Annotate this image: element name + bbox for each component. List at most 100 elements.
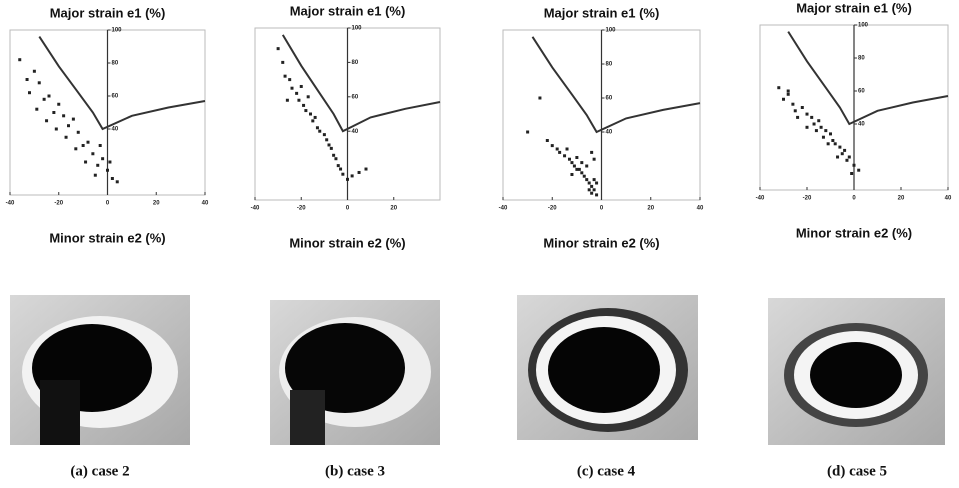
point [291, 87, 294, 90]
y-tick-label: 80 [858, 56, 865, 62]
caption: (b) case 3 [325, 463, 385, 479]
point [817, 119, 820, 122]
y-tick-label: 40 [858, 122, 865, 128]
point [67, 124, 70, 127]
point [777, 86, 780, 89]
y-tick-label: 100 [352, 26, 363, 32]
point [857, 169, 860, 172]
x-tick-label: -40 [499, 206, 508, 212]
point [787, 93, 790, 96]
caption: (d) case 5 [827, 463, 887, 479]
point [341, 173, 344, 176]
point [57, 103, 60, 106]
point [801, 106, 804, 109]
point [277, 47, 280, 50]
point [288, 78, 291, 81]
limit-curve [533, 37, 701, 132]
point [850, 172, 853, 175]
point [580, 161, 583, 164]
point [791, 103, 794, 106]
x-tick-label: -20 [548, 206, 557, 212]
point [72, 118, 75, 121]
x-tick-label: -40 [6, 201, 15, 207]
point [101, 157, 104, 160]
x-tick-label: 0 [852, 196, 856, 202]
point [570, 161, 573, 164]
point [94, 174, 97, 177]
point [551, 144, 554, 147]
point [323, 133, 326, 136]
point [815, 129, 818, 132]
y-tick-label: 40 [606, 130, 613, 136]
point [787, 90, 790, 93]
point [810, 116, 813, 119]
point [595, 182, 598, 185]
limit-curve [283, 35, 440, 131]
point [314, 116, 317, 119]
point [325, 138, 328, 141]
x-tick-label: 20 [647, 206, 654, 212]
point [782, 98, 785, 101]
point [593, 158, 596, 161]
y-tick-label: 60 [606, 96, 613, 102]
point [116, 180, 119, 183]
y-tick-label: 100 [112, 28, 123, 34]
point [311, 119, 314, 122]
point [74, 147, 77, 150]
point [794, 109, 797, 112]
point [595, 193, 598, 196]
point [304, 109, 307, 112]
point [307, 95, 310, 98]
point [568, 158, 571, 161]
point [853, 164, 856, 167]
x-tick-label: 0 [346, 206, 350, 212]
y-tick-label: 100 [858, 23, 869, 29]
point [590, 185, 593, 188]
point [843, 149, 846, 152]
point [573, 165, 576, 168]
x-axis-label: Minor strain e2 (%) [543, 235, 659, 250]
caption: (a) case 2 [70, 463, 129, 479]
point [281, 61, 284, 64]
chart-title: Major strain e1 (%) [50, 5, 166, 20]
point [593, 188, 596, 191]
point [65, 136, 68, 139]
point [546, 139, 549, 142]
point [585, 178, 588, 181]
point [330, 147, 333, 150]
point [827, 142, 830, 145]
point [35, 108, 38, 111]
point [84, 161, 87, 164]
y-tick-label: 100 [606, 28, 617, 34]
point [28, 91, 31, 94]
point [841, 152, 844, 155]
point [583, 175, 586, 178]
point [43, 98, 46, 101]
point [337, 164, 340, 167]
point [575, 168, 578, 171]
x-axis-label: Minor strain e2 (%) [289, 235, 405, 250]
point [813, 123, 816, 126]
point [77, 131, 80, 134]
point [318, 130, 321, 133]
x-tick-label: -20 [54, 201, 63, 207]
point [334, 157, 337, 160]
point [358, 171, 361, 174]
caption: (c) case 4 [577, 463, 636, 479]
x-tick-label: 40 [697, 206, 704, 212]
point [556, 148, 559, 151]
point [570, 173, 573, 176]
point [339, 168, 342, 171]
x-tick-label: 40 [945, 196, 952, 202]
point [836, 156, 839, 159]
point [62, 114, 65, 117]
x-tick-label: -40 [756, 196, 765, 202]
x-tick-label: 20 [390, 206, 397, 212]
chart-title: Major strain e1 (%) [544, 5, 660, 20]
y-tick-label: 60 [352, 94, 359, 100]
point [346, 178, 349, 181]
point [796, 116, 799, 119]
point [284, 75, 287, 78]
point [563, 154, 566, 157]
point [55, 128, 58, 131]
